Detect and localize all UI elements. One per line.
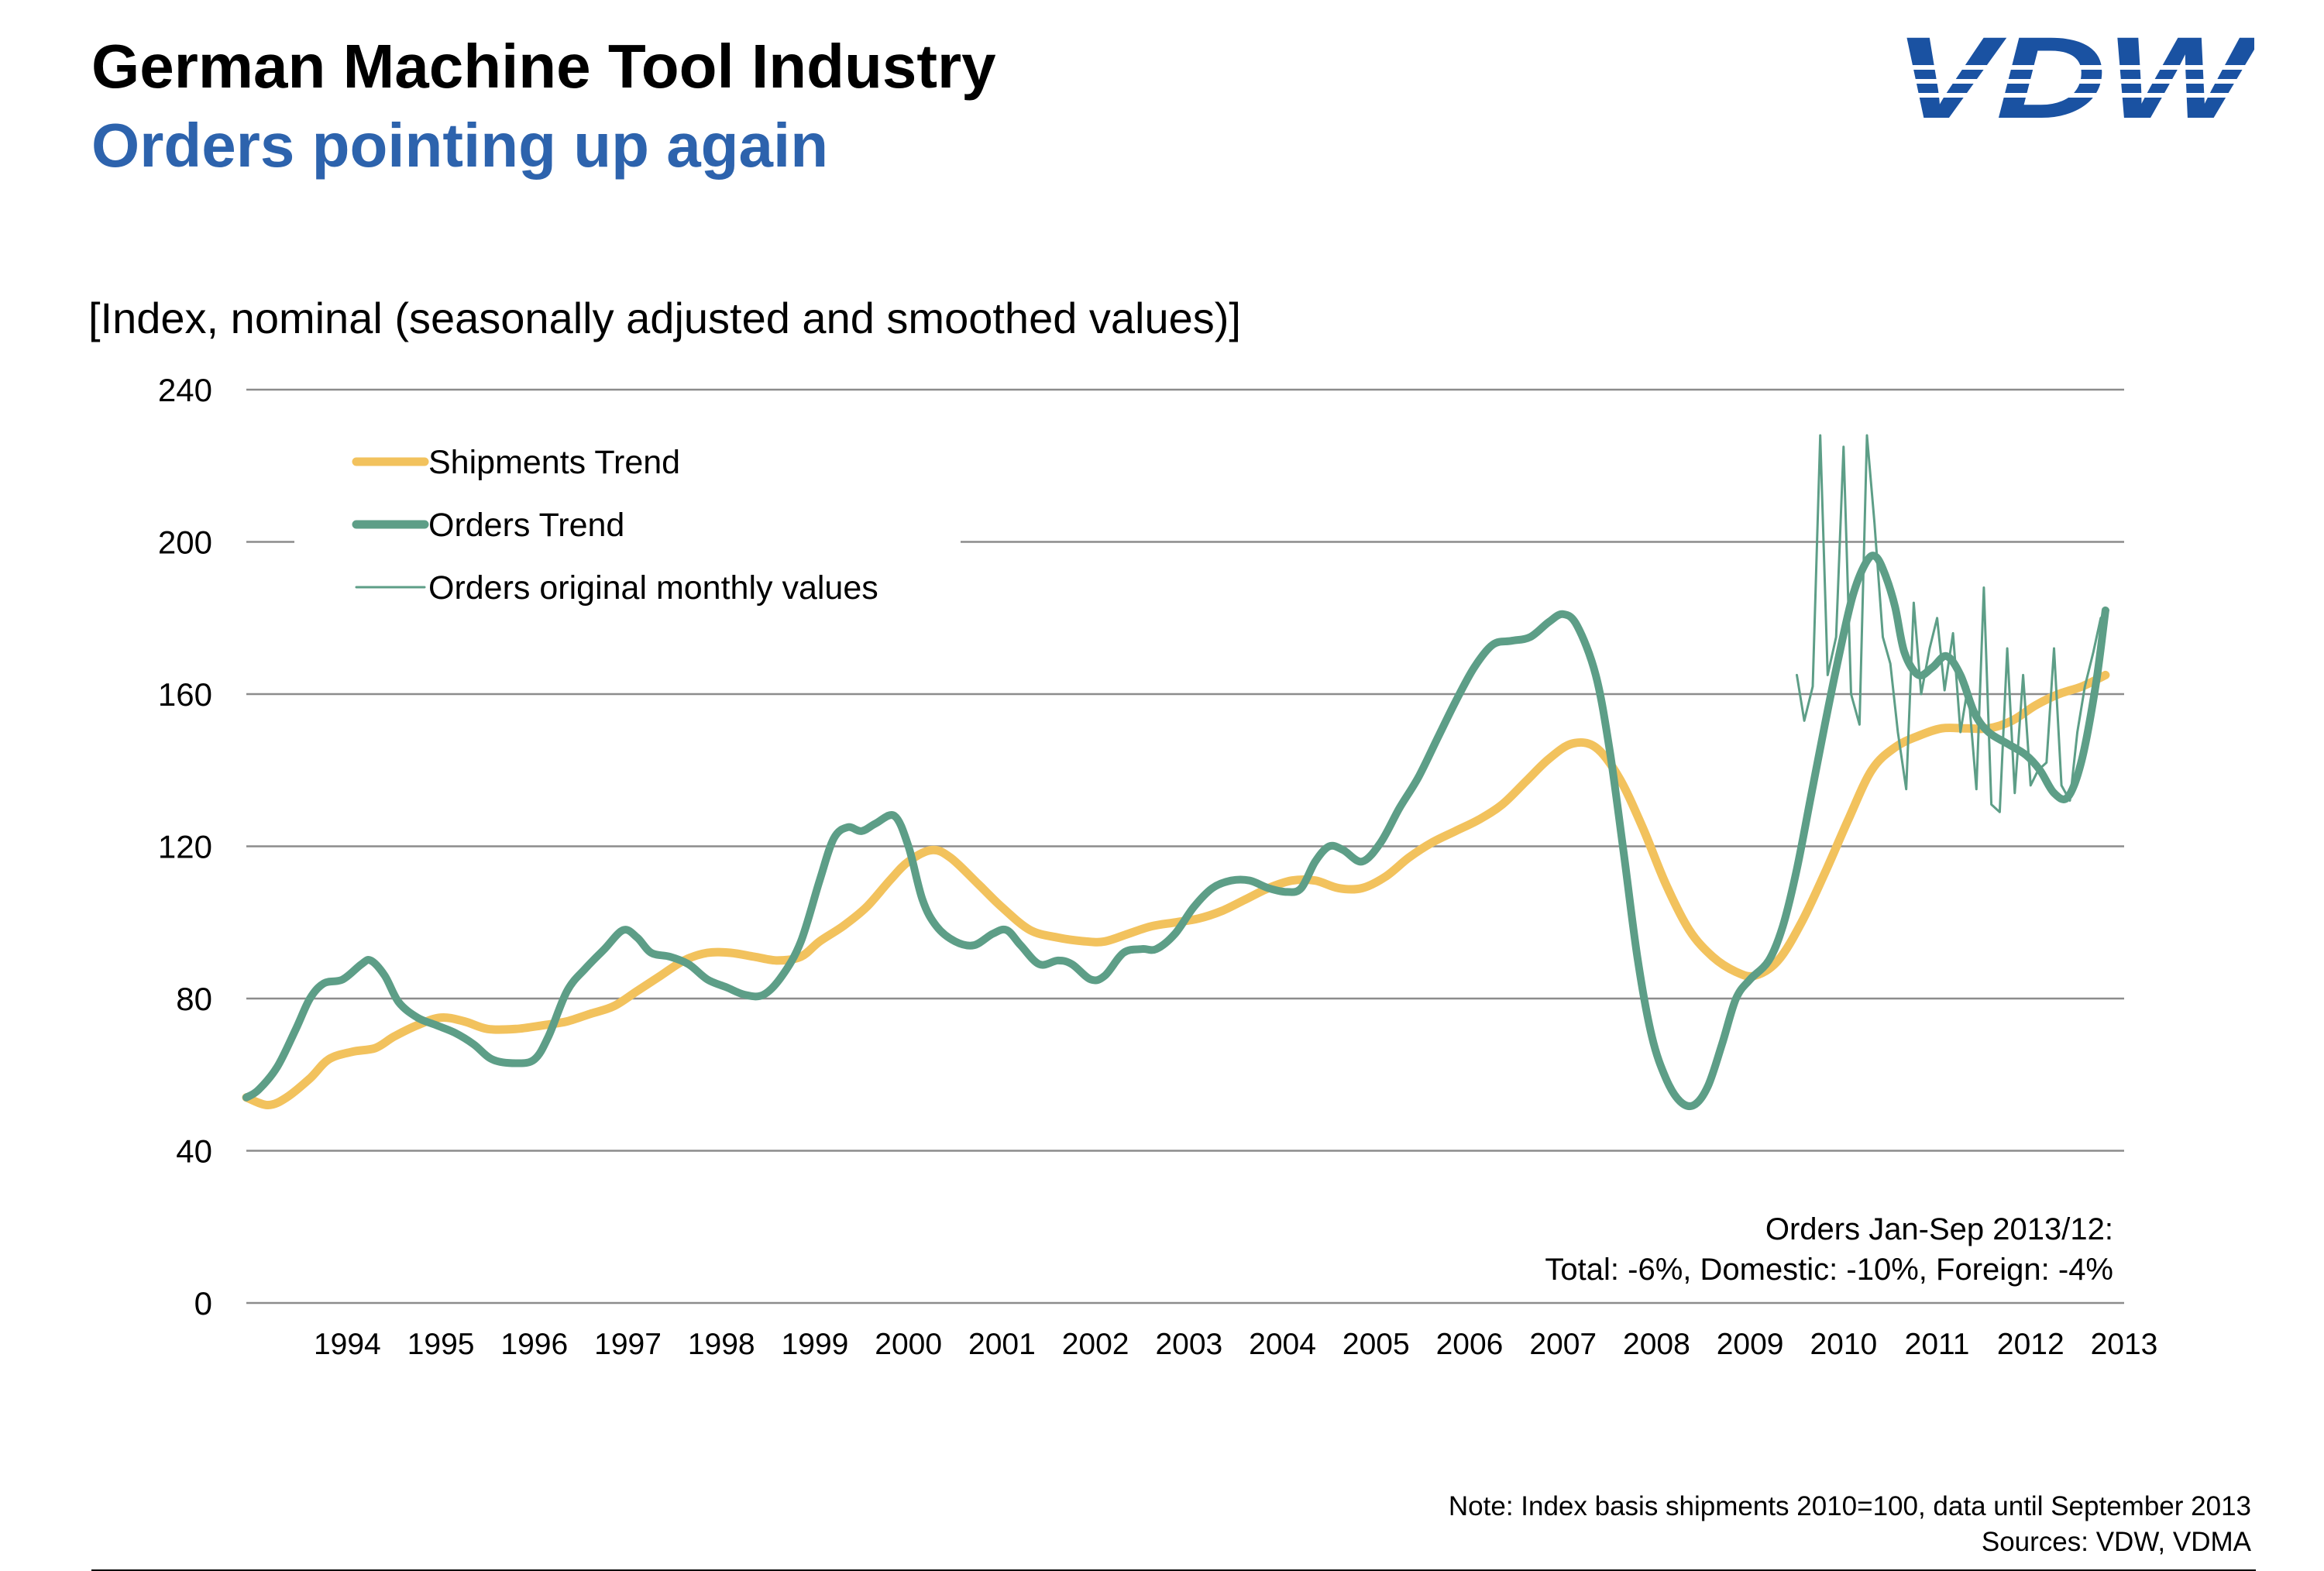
y-tick-label: 160 <box>158 676 212 713</box>
x-tick-label: 2009 <box>1717 1328 1784 1361</box>
y-axis-label: [Index, nominal (seasonally adjusted and… <box>88 294 1241 342</box>
x-tick-label: 2006 <box>1436 1328 1504 1361</box>
legend-item: Orders original monthly values <box>355 569 878 607</box>
footer-notes: Note: Index basis shipments 2010=100, da… <box>1449 1489 2251 1560</box>
x-tick-label: 2003 <box>1155 1328 1222 1361</box>
chart-title: German Machine Tool Industry <box>91 32 996 101</box>
x-tick-label: 2002 <box>1062 1328 1129 1361</box>
x-tick-label: 2012 <box>1997 1328 2064 1361</box>
y-tick-label: 200 <box>158 524 212 561</box>
x-tick-label: 1995 <box>407 1328 475 1361</box>
annotation: Orders Jan-Sep 2013/12: Total: -6%, Dome… <box>1545 1212 2113 1287</box>
legend: Shipments Trend Orders Trend Orders origin… <box>352 444 878 607</box>
x-tick-label: 2000 <box>875 1328 942 1361</box>
series-shipments-trend <box>242 670 2110 1109</box>
x-tick-label: 2011 <box>1905 1328 1970 1361</box>
legend-background <box>294 496 961 565</box>
footer-sources: Sources: VDW, VDMA <box>1981 1527 2251 1557</box>
x-tick-label: 2001 <box>968 1328 1036 1361</box>
legend-item: Shipments Trend <box>352 444 680 481</box>
x-tick-label: 2005 <box>1342 1328 1410 1361</box>
annotation-line-1: Orders Jan-Sep 2013/12: <box>1765 1212 2113 1246</box>
annotation-line-2: Total: -6%, Domestic: -10%, Foreign: -4% <box>1545 1253 2113 1287</box>
y-tick-label: 240 <box>158 372 212 408</box>
x-tick-label: 2010 <box>1810 1328 1877 1361</box>
series-lines <box>242 434 2110 1110</box>
y-tick-label: 120 <box>158 829 212 865</box>
axis-labels: 0 40 80 120 160 200 240 1994 1995 1996 1997 1998 199… <box>158 372 2157 1361</box>
x-tick-label: 1994 <box>314 1328 381 1361</box>
x-tick-label: 1996 <box>500 1328 568 1361</box>
x-tick-label: 1998 <box>688 1328 755 1361</box>
y-tick-label: 40 <box>176 1133 212 1170</box>
chart-subtitle: Orders pointing up again <box>91 111 829 180</box>
vdw-logo: VDW <box>1894 31 2254 132</box>
legend-item: Orders Trend <box>352 507 624 544</box>
x-tick-label: 1997 <box>594 1328 662 1361</box>
series-orders-trend <box>242 552 2109 1110</box>
legend-label: Shipments Trend <box>428 444 680 481</box>
y-tick-label: 0 <box>194 1285 212 1322</box>
x-tick-label: 2013 <box>2091 1328 2158 1361</box>
x-tick-label: 2008 <box>1623 1328 1690 1361</box>
footer-rule <box>91 1569 2256 1571</box>
x-tick-label: 2004 <box>1249 1328 1316 1361</box>
logo-text: VDW <box>1894 31 2254 132</box>
x-tick-label: 1999 <box>782 1328 849 1361</box>
x-tick-label: 2007 <box>1529 1328 1597 1361</box>
legend-label: Orders original monthly values <box>428 569 878 607</box>
legend-label: Orders Trend <box>428 507 624 544</box>
gridlines <box>246 388 2124 1305</box>
footer-note: Note: Index basis shipments 2010=100, da… <box>1448 1491 2251 1521</box>
y-tick-label: 80 <box>176 981 212 1017</box>
